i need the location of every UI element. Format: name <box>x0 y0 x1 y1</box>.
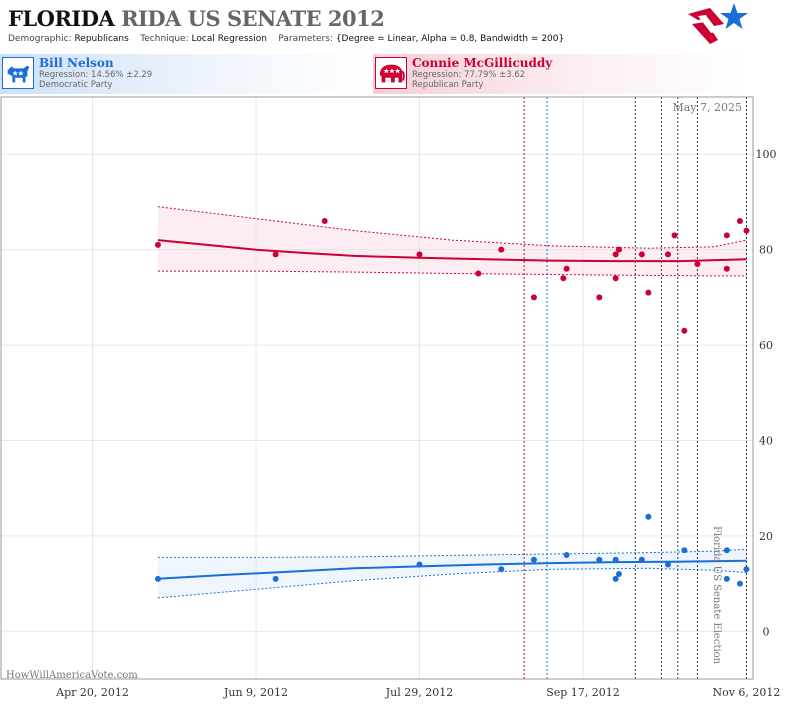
x-axis-ticks: Apr 20, 2012 Jun 9, 2012 Jul 29, 2012 Sep 1… <box>55 686 780 699</box>
dem-regression: Regression: 14.56% ±2.29 <box>39 70 153 80</box>
data-point[interactable] <box>723 265 730 272</box>
data-point[interactable] <box>723 575 730 582</box>
data-point[interactable] <box>671 232 678 239</box>
technique-label: Technique: <box>140 34 189 44</box>
data-point[interactable] <box>645 513 652 520</box>
data-point[interactable] <box>563 265 570 272</box>
x-tick-label: Sep 17, 2012 <box>546 686 620 699</box>
y-tick-label: 40 <box>759 434 773 447</box>
x-tick-label: Jul 29, 2012 <box>385 686 454 699</box>
data-point[interactable] <box>272 251 279 258</box>
data-point[interactable] <box>743 566 750 573</box>
data-point[interactable] <box>475 270 482 277</box>
data-point[interactable] <box>563 551 570 558</box>
data-point[interactable] <box>664 561 671 568</box>
y-tick-label: 80 <box>759 244 773 257</box>
page-header: FLORIDA RIDA US SENATE 2012 Demographic:… <box>0 0 789 52</box>
donkey-icon <box>2 57 34 89</box>
data-point[interactable] <box>530 294 537 301</box>
trend-line <box>157 239 747 263</box>
watermark: HowWillAmericaVote.com <box>6 670 138 681</box>
demographic-label: Demographic: <box>8 34 72 44</box>
rep-party: Republican Party <box>412 80 484 90</box>
y-tick-label: 20 <box>759 530 773 543</box>
x-tick-label: Apr 20, 2012 <box>55 686 129 699</box>
data-point[interactable] <box>694 260 701 267</box>
dem-candidate-name: Bill Nelson <box>39 56 114 70</box>
series-layer <box>154 206 750 599</box>
elephant-icon <box>375 57 407 89</box>
upper-bound-line <box>157 548 747 558</box>
data-point[interactable] <box>498 246 505 253</box>
chart-area: 0 20 40 60 80 100 Apr 20, 2012 Jun 9, 2012 Jul … <box>0 96 789 708</box>
y-axis-ticks: 0 20 40 60 80 100 <box>756 148 777 638</box>
rep-candidate-name: Connie McGillicuddy <box>412 56 553 70</box>
confidence-bands <box>157 206 747 598</box>
data-point[interactable] <box>736 580 743 587</box>
data-point[interactable] <box>615 246 622 253</box>
demographic-value: Republicans <box>74 34 129 44</box>
x-tick-label: Jun 9, 2012 <box>223 686 288 699</box>
y-tick-label: 100 <box>756 148 777 161</box>
data-point[interactable] <box>272 575 279 582</box>
chart-date: May 7, 2025 <box>672 101 742 114</box>
dem-party: Democratic Party <box>39 80 113 90</box>
data-point[interactable] <box>743 227 750 234</box>
data-point[interactable] <box>615 571 622 578</box>
x-tick-label: Nov 6, 2012 <box>712 686 780 699</box>
data-point[interactable] <box>416 561 423 568</box>
data-point[interactable] <box>154 241 161 248</box>
parameters-label: Parameters: <box>278 34 333 44</box>
regression-chart: 0 20 40 60 80 100 Apr 20, 2012 Jun 9, 2012 Jul … <box>0 96 780 699</box>
data-point[interactable] <box>664 251 671 258</box>
site-logo-icon[interactable] <box>684 2 750 50</box>
data-point[interactable] <box>321 218 328 225</box>
data-point[interactable] <box>596 294 603 301</box>
data-point[interactable] <box>736 218 743 225</box>
confidence-band <box>157 206 747 276</box>
data-point[interactable] <box>612 251 619 258</box>
title-state: FLORIDA <box>8 6 115 31</box>
data-point[interactable] <box>681 327 688 334</box>
data-point[interactable] <box>723 547 730 554</box>
election-label: Florida US Senate Election <box>711 526 722 665</box>
data-point[interactable] <box>498 566 505 573</box>
data-point[interactable] <box>416 251 423 258</box>
data-point[interactable] <box>645 289 652 296</box>
candidate-card-rep[interactable]: Connie McGillicuddy Regression: 77.79% ±… <box>373 54 745 94</box>
plot-frame <box>0 96 754 680</box>
candidate-bar: Bill Nelson Regression: 14.56% ±2.29 Dem… <box>0 54 789 94</box>
data-point[interactable] <box>638 556 645 563</box>
data-point[interactable] <box>612 275 619 282</box>
data-point[interactable] <box>612 575 619 582</box>
event-lines <box>523 97 747 679</box>
page-title: FLORIDA RIDA US SENATE 2012 <box>8 6 385 31</box>
data-point[interactable] <box>596 556 603 563</box>
title-race: RIDA US SENATE 2012 <box>121 6 385 31</box>
parameters-value: {Degree = Linear, Alpha = 0.8, Bandwidth… <box>335 34 565 44</box>
upper-bound-line <box>157 206 747 249</box>
chart-parameters: Demographic: Republicans Technique: Loca… <box>8 34 564 44</box>
rep-regression: Regression: 77.79% ±3.62 <box>412 70 526 80</box>
data-point[interactable] <box>560 275 567 282</box>
data-point[interactable] <box>638 251 645 258</box>
lower-bound-line <box>157 270 747 277</box>
candidate-card-dem[interactable]: Bill Nelson Regression: 14.56% ±2.29 Dem… <box>0 54 372 94</box>
technique-value: Local Regression <box>191 34 267 44</box>
y-tick-label: 60 <box>759 339 773 352</box>
data-point[interactable] <box>681 547 688 554</box>
data-point[interactable] <box>723 232 730 239</box>
data-point[interactable] <box>612 556 619 563</box>
data-point[interactable] <box>530 556 537 563</box>
y-tick-label: 0 <box>763 625 770 638</box>
data-point[interactable] <box>154 575 161 582</box>
grid-lines <box>1 97 753 679</box>
trend-line <box>157 559 747 580</box>
